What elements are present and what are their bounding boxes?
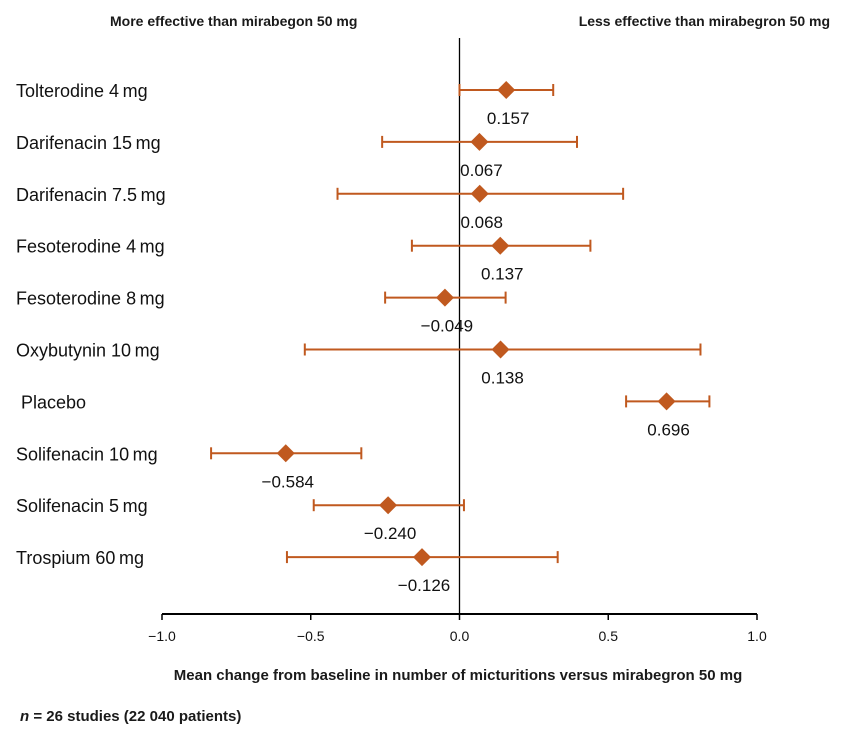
- footnote-text: = 26 studies (22 040 patients): [29, 708, 242, 725]
- footnote: n = 26 studies (22 040 patients): [20, 708, 241, 725]
- value-label: 0.067: [460, 161, 503, 180]
- point-estimate-diamond: [435, 288, 454, 307]
- forest-plot: −1.0 −0.5 0.0 0.5 1.0 Tolterodine 4 mg 0.157 Da…: [16, 38, 767, 644]
- x-tick-label: 0.0: [450, 628, 470, 644]
- row-label: Fesoterodine 4 mg: [16, 237, 165, 257]
- value-label: 0.157: [487, 109, 530, 128]
- row-label: Placebo: [21, 392, 86, 412]
- value-label: 0.068: [460, 213, 503, 232]
- value-label: 0.696: [647, 420, 690, 439]
- row-label: Darifenacin 7.5 mg: [16, 185, 166, 205]
- row-label: Tolterodine 4 mg: [16, 81, 148, 101]
- point-estimate-diamond: [491, 236, 510, 255]
- row-label: Solifenacin 10 mg: [16, 444, 158, 464]
- row-label: Darifenacin 15 mg: [16, 133, 161, 153]
- point-estimate-diamond: [276, 444, 295, 463]
- value-label: −0.049: [421, 317, 473, 336]
- row-label: Oxybutynin 10 mg: [16, 341, 160, 361]
- point-estimate-diamond: [491, 340, 510, 359]
- right-direction-label: Less effective than mirabegron 50 mg: [578, 13, 830, 29]
- value-label: −0.126: [398, 576, 450, 595]
- x-tick-label: −0.5: [297, 628, 325, 644]
- value-label: 0.137: [481, 265, 524, 284]
- row-label: Trospium 60 mg: [16, 548, 144, 568]
- point-estimate-diamond: [413, 548, 432, 567]
- x-tick-label: 0.5: [599, 628, 619, 644]
- point-estimate-diamond: [657, 392, 676, 411]
- value-label: 0.138: [481, 369, 524, 388]
- x-tick-label: −1.0: [148, 628, 176, 644]
- point-estimate-diamond: [379, 496, 398, 515]
- left-direction-label: More effective than mirabegon 50 mg: [110, 13, 358, 29]
- value-label: −0.584: [262, 472, 314, 491]
- row-label: Solifenacin 5 mg: [16, 496, 148, 516]
- x-tick-label: 1.0: [747, 628, 767, 644]
- value-label: −0.240: [364, 524, 416, 543]
- x-axis-label: Mean change from baseline in number of m…: [173, 667, 743, 684]
- point-estimate-diamond: [497, 81, 516, 99]
- point-estimate-diamond: [470, 132, 489, 151]
- footnote-n-symbol: n: [20, 708, 30, 725]
- row-label: Fesoterodine 8 mg: [16, 289, 165, 309]
- point-estimate-diamond: [470, 184, 489, 203]
